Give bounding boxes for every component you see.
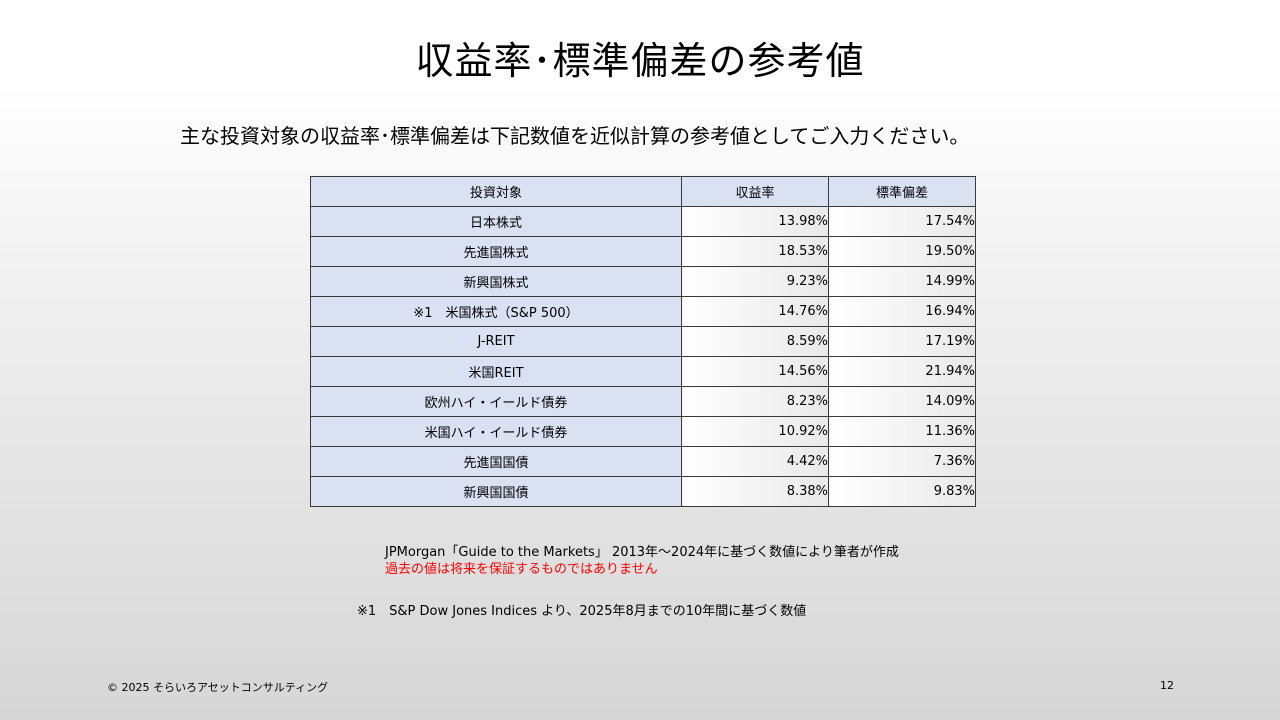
asset-name: J-REIT [310, 326, 682, 357]
table-row: J-REIT 8.59% 17.19% [310, 326, 976, 357]
footnote-1: ※1 S&P Dow Jones Indices より、2025年8月までの10… [357, 604, 807, 619]
asset-name: 欧州ハイ・イールド債券 [310, 386, 682, 417]
stdev-value: 7.36% [828, 446, 976, 477]
asset-name: 先進国株式 [310, 236, 682, 267]
table-row: 日本株式 13.98% 17.54% [310, 206, 976, 237]
return-value: 8.23% [681, 386, 829, 417]
return-value: 13.98% [681, 206, 829, 237]
table-row: 米国ハイ・イールド債券 10.92% 11.36% [310, 416, 976, 447]
slide-subtitle: 主な投資対象の収益率･標準偏差は下記数値を近似計算の参考値としてご入力ください。 [180, 124, 970, 148]
copyright: © 2025 そらいろアセットコンサルティング [107, 681, 329, 694]
stdev-value: 16.94% [828, 296, 976, 327]
asset-name: 先進国国債 [310, 446, 682, 477]
return-value: 10.92% [681, 416, 829, 447]
table-row: 米国REIT 14.56% 21.94% [310, 356, 976, 387]
stdev-value: 9.83% [828, 476, 976, 507]
stdev-value: 14.99% [828, 266, 976, 297]
stdev-value: 17.54% [828, 206, 976, 237]
page-number: 12 [1160, 679, 1174, 692]
stdev-value: 14.09% [828, 386, 976, 417]
return-value: 14.56% [681, 356, 829, 387]
stdev-value: 11.36% [828, 416, 976, 447]
slide-title: 収益率･標準偏差の参考値 [415, 39, 865, 83]
return-value: 14.76% [681, 296, 829, 327]
return-value: 8.38% [681, 476, 829, 507]
asset-name: 新興国国債 [310, 476, 682, 507]
return-value: 4.42% [681, 446, 829, 477]
stdev-value: 21.94% [828, 356, 976, 387]
asset-name: ※1 米国株式（S&P 500） [310, 296, 682, 327]
source-note: JPMorgan「Guide to the Markets」 2013年～202… [385, 545, 899, 560]
return-value: 8.59% [681, 326, 829, 357]
asset-name: 新興国株式 [310, 266, 682, 297]
header-asset: 投資対象 [310, 176, 682, 207]
table-row: 新興国国債 8.38% 9.83% [310, 476, 976, 507]
source-notes: JPMorgan「Guide to the Markets」 2013年～202… [385, 544, 899, 578]
table-row: 先進国国債 4.42% 7.36% [310, 446, 976, 477]
table-row: ※1 米国株式（S&P 500） 14.76% 16.94% [310, 296, 976, 327]
header-stdev: 標準偏差 [828, 176, 976, 207]
stdev-value: 19.50% [828, 236, 976, 267]
past-performance-warning: 過去の値は将来を保証するものではありません [385, 562, 658, 577]
asset-name: 米国ハイ・イールド債券 [310, 416, 682, 447]
return-value: 9.23% [681, 266, 829, 297]
asset-name: 米国REIT [310, 356, 682, 387]
stdev-value: 17.19% [828, 326, 976, 357]
table-row: 新興国株式 9.23% 14.99% [310, 266, 976, 297]
table-row: 先進国株式 18.53% 19.50% [310, 236, 976, 267]
table-row: 欧州ハイ・イールド債券 8.23% 14.09% [310, 386, 976, 417]
returns-table: 投資対象 収益率 標準偏差 日本株式 13.98% 17.54% 先進国株式 1… [310, 176, 976, 507]
table-header-row: 投資対象 収益率 標準偏差 [310, 176, 976, 207]
return-value: 18.53% [681, 236, 829, 267]
asset-name: 日本株式 [310, 206, 682, 237]
header-return: 収益率 [681, 176, 829, 207]
